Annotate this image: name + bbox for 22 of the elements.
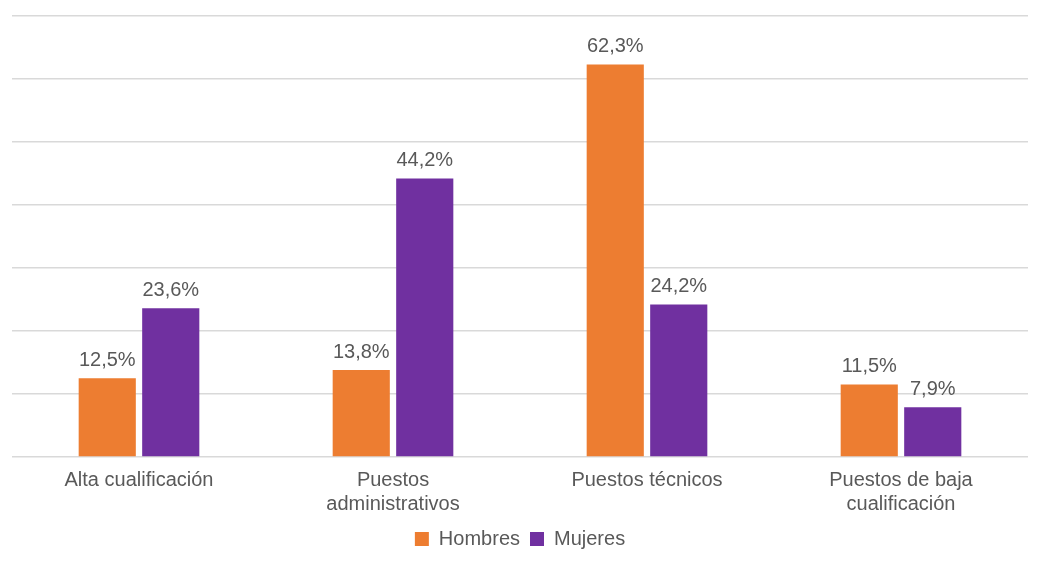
- bar: [586, 64, 644, 457]
- bar: [396, 178, 454, 457]
- x-tick-label: Puestos técnicos: [571, 467, 723, 490]
- data-label: 7,9%: [909, 376, 956, 399]
- legend-label: Mujeres: [554, 526, 626, 549]
- x-tick-label: Alta cualificación: [64, 467, 214, 490]
- data-label: 11,5%: [841, 354, 898, 377]
- data-label: 13,8%: [332, 339, 390, 362]
- x-tick-label: Puestos administrativos: [326, 467, 460, 514]
- bar: [78, 378, 136, 457]
- bar: [904, 407, 962, 457]
- bar: [332, 370, 390, 457]
- data-label: 24,2%: [650, 274, 708, 297]
- data-label: 12,5%: [78, 347, 136, 370]
- data-label: 62,3%: [586, 34, 644, 57]
- legend-label: Hombres: [438, 526, 521, 549]
- bar: [650, 304, 708, 457]
- bar: [840, 384, 898, 457]
- bar: [142, 308, 200, 457]
- data-label: 44,2%: [396, 148, 454, 171]
- data-label: 23,6%: [142, 277, 200, 300]
- x-tick-label: Puestos de baja cualificación: [829, 467, 974, 514]
